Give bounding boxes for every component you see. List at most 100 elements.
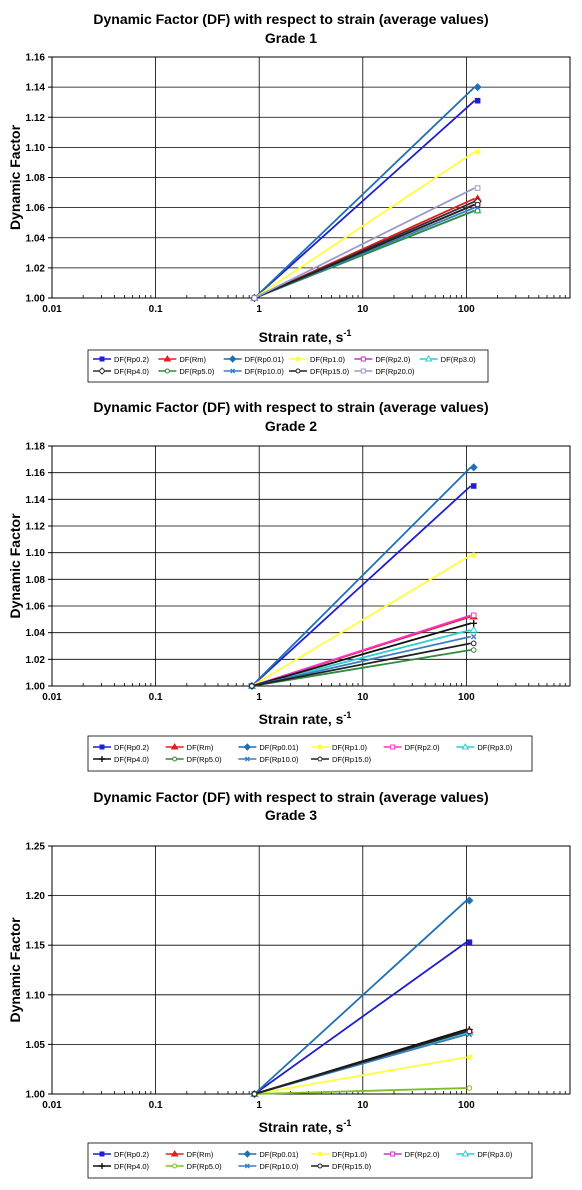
legend-entry-DF(Rp5.0): DF(Rp5.0) [165, 755, 222, 764]
data-point [470, 620, 477, 627]
series-line [253, 941, 467, 1095]
legend-entry-DF(Rp10.0): DF(Rp10.0) [238, 1162, 299, 1171]
y-tick-label: 1.08 [26, 575, 46, 586]
legend-entry-DF(Rm): DF(Rm) [165, 1150, 214, 1159]
series-line [254, 187, 476, 299]
y-tick-label: 1.02 [26, 263, 46, 274]
legend-marker [317, 756, 323, 762]
y-tick-label: 1.15 [26, 941, 46, 952]
legend-entry-DF(Rp20.0): DF(Rp20.0) [354, 367, 415, 376]
series-line [253, 86, 476, 299]
legend-marker [295, 368, 301, 374]
data-point [466, 1028, 473, 1035]
x-tick-label: 100 [458, 692, 475, 703]
x-tick-label: 0.01 [42, 692, 62, 703]
legend-marker [317, 1163, 323, 1169]
legend-marker [230, 368, 236, 374]
legend-marker [244, 1163, 250, 1169]
series-line [253, 151, 476, 299]
chart-3: Dynamic Factor (DF) with respect to stra… [7, 789, 571, 1179]
legend-marker [244, 756, 250, 762]
data-point [474, 149, 481, 155]
plot-area [51, 445, 571, 687]
legend-entry-DF(Rp1.0): DF(Rp1.0) [289, 355, 346, 364]
chart-title: Dynamic Factor (DF) with respect to stra… [93, 399, 488, 415]
data-point [473, 83, 482, 92]
data-point [470, 552, 477, 559]
y-tick-label: 1.20 [26, 891, 46, 902]
legend-entry-DF(Rp3.0): DF(Rp3.0) [456, 743, 513, 752]
data-point [469, 463, 478, 472]
series-line [251, 554, 472, 687]
series-line [254, 1056, 467, 1095]
legend-label: DF(Rp2.0) [405, 743, 441, 752]
legend-marker [99, 1163, 105, 1169]
legend-label: DF(Rp3.0) [477, 743, 513, 752]
y-tick-label: 1.16 [26, 468, 46, 479]
legend-marker [461, 1150, 470, 1157]
series-DF(Rp15.0) [249, 640, 477, 689]
y-tick-label: 1.18 [26, 442, 46, 453]
legend-label: DF(Rp4.0) [114, 1162, 150, 1171]
data-point [466, 939, 473, 946]
series-line [253, 100, 476, 299]
legend-entry-DF(Rp0.2): DF(Rp0.2) [93, 1150, 150, 1159]
y-tick-label: 1.00 [26, 1090, 46, 1101]
data-point [249, 683, 255, 689]
plot-area [51, 845, 571, 1095]
y-tick-label: 1.05 [26, 1040, 46, 1051]
y-tick-label: 1.00 [26, 682, 46, 693]
legend-marker [170, 743, 179, 750]
series-line [251, 485, 472, 687]
y-tick-label: 1.06 [26, 602, 46, 613]
legend-box [87, 735, 533, 772]
series-line [251, 614, 471, 687]
legend-marker [98, 367, 106, 375]
legend-marker [243, 743, 252, 751]
data-point [469, 625, 478, 633]
data-point [251, 295, 258, 301]
legend-entry-DF(Rp2.0): DF(Rp2.0) [354, 355, 411, 364]
legend-label: DF(Rp2.0) [375, 355, 411, 364]
legend-label: DF(Rp20.0) [375, 367, 415, 376]
x-axis-label: Strain rate, s-1 [259, 328, 352, 345]
y-tick-label: 1.10 [26, 990, 46, 1001]
legend-label: DF(Rm) [187, 1150, 214, 1159]
y-tick-label: 1.00 [26, 294, 46, 305]
y-tick-label: 1.08 [26, 173, 46, 184]
chart-subtitle: Grade 3 [265, 807, 317, 823]
legend-entry-DF(Rp3.0): DF(Rp3.0) [419, 355, 476, 364]
legend-entry-DF(Rp5.0): DF(Rp5.0) [165, 1162, 223, 1171]
legend-entry-DF(Rm): DF(Rm) [158, 355, 206, 364]
legend-entry-DF(Rp0.2): DF(Rp0.2) [93, 355, 150, 364]
chart-title: Dynamic Factor (DF) with respect to stra… [93, 789, 488, 805]
legend-label: DF(Rp10.0) [259, 755, 299, 764]
legend-marker [461, 743, 470, 750]
y-tick-label: 1.10 [26, 143, 46, 154]
legend-entry-DF(Rp2.0): DF(Rp2.0) [383, 743, 441, 752]
y-tick-label: 1.25 [26, 842, 46, 853]
data-point [251, 1091, 258, 1097]
data-point [466, 1054, 473, 1061]
data-point [474, 201, 481, 208]
x-tick-label: 0.1 [149, 304, 163, 315]
x-tick-label: 0.1 [149, 692, 163, 703]
legend-marker [99, 356, 105, 362]
legend-marker [243, 1150, 252, 1158]
x-axis-label: Strain rate, s-1 [259, 1118, 352, 1135]
legend-label: DF(Rp0.01) [245, 355, 285, 364]
legend-label: DF(Rp5.0) [187, 1162, 223, 1171]
legend-entry-DF(Rp0.2): DF(Rp0.2) [93, 743, 150, 752]
legend-label: DF(Rp1.0) [332, 743, 368, 752]
legend-entry-DF(Rp4.0): DF(Rp4.0) [93, 755, 150, 764]
series-line [251, 466, 472, 687]
legend-marker [317, 1151, 323, 1157]
chart-1: Dynamic Factor (DF) with respect to stra… [7, 11, 571, 383]
x-tick-label: 100 [458, 1100, 475, 1111]
series-line [251, 622, 471, 687]
legend-label: DF(Rp10.0) [259, 1162, 299, 1171]
x-axis-label: Strain rate, s-1 [259, 710, 352, 727]
x-axis-label-superscript: -1 [343, 328, 351, 338]
